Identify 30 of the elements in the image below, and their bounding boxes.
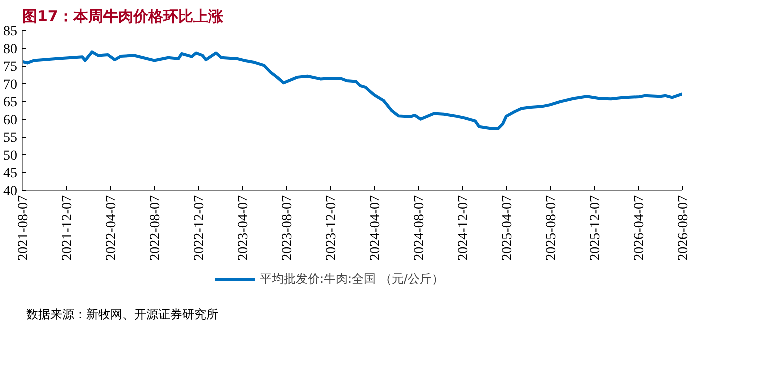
x-tick-label: 2021-12-07 bbox=[60, 195, 76, 261]
y-tick-label: 60 bbox=[4, 113, 18, 128]
y-tick-label: 75 bbox=[4, 60, 18, 76]
y-tick-label: 80 bbox=[4, 42, 18, 58]
x-tick-label: 2022-08-07 bbox=[148, 195, 164, 261]
y-tick-label: 50 bbox=[4, 148, 18, 164]
x-tick-label: 2025-12-07 bbox=[588, 195, 604, 261]
chart-title: 图17：本周牛肉价格环比上涨 bbox=[22, 8, 224, 26]
x-tick-label: 2026-08-07 bbox=[676, 195, 692, 261]
y-tick-label: 65 bbox=[4, 96, 18, 111]
x-tick-label: 2024-08-07 bbox=[412, 195, 428, 261]
x-tick-label: 2021-08-07 bbox=[16, 195, 32, 261]
x-tick-label: 2022-12-07 bbox=[192, 195, 208, 261]
x-tick-label: 2026-04-07 bbox=[632, 195, 648, 261]
x-tick-label: 2023-04-07 bbox=[236, 195, 252, 261]
x-tick-label: 2023-12-07 bbox=[324, 195, 340, 261]
x-tick-label: 2023-08-07 bbox=[280, 195, 296, 261]
y-tick-label: 45 bbox=[4, 166, 18, 182]
x-tick-label: 2022-04-07 bbox=[104, 195, 120, 261]
legend-label: 平均批发价:牛肉:全国 （元/公斤） bbox=[260, 270, 444, 288]
x-tick-label: 2024-12-07 bbox=[456, 195, 472, 261]
y-tick-label: 85 bbox=[4, 24, 18, 40]
source-note: 数据来源：新牧网、开源证券研究所 bbox=[26, 308, 218, 322]
y-tick-label: 55 bbox=[4, 131, 18, 146]
line-series bbox=[22, 50, 682, 130]
y-tick-label: 40 bbox=[4, 184, 18, 200]
y-tick-label: 70 bbox=[4, 78, 18, 93]
x-tick-label: 2024-04-07 bbox=[368, 195, 384, 261]
x-tick-label: 2025-08-07 bbox=[544, 195, 560, 261]
x-tick-label: 2025-04-07 bbox=[500, 195, 516, 261]
